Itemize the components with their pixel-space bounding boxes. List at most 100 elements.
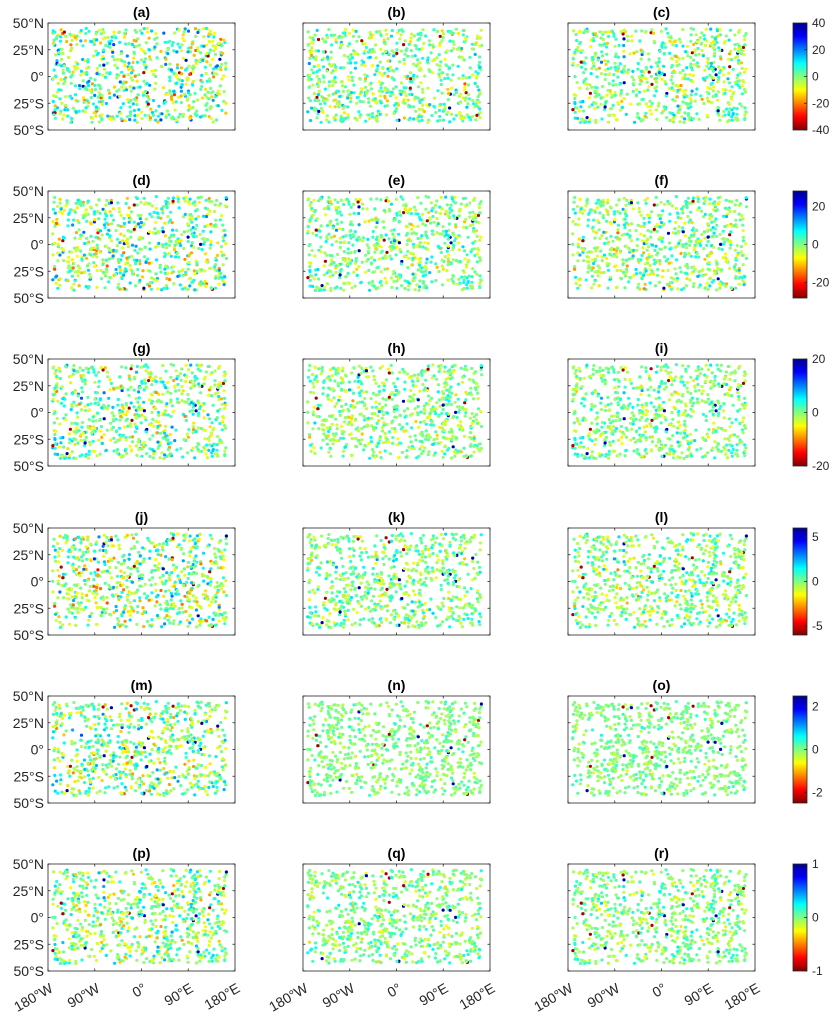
data-point — [194, 58, 198, 63]
data-point — [56, 81, 60, 85]
data-point — [190, 371, 194, 375]
data-point — [744, 67, 748, 71]
data-point — [310, 49, 314, 53]
data-point — [367, 100, 371, 104]
data-point — [465, 283, 469, 287]
data-point — [207, 393, 211, 397]
data-point — [439, 60, 443, 64]
data-point — [84, 454, 88, 458]
data-point — [87, 453, 91, 457]
data-point — [681, 44, 685, 48]
data-point — [105, 198, 109, 202]
data-point — [462, 286, 466, 291]
data-point — [402, 43, 406, 47]
data-point — [177, 255, 181, 259]
data-point — [221, 235, 225, 239]
data-point — [321, 50, 326, 54]
data-point — [451, 199, 455, 203]
data-point — [656, 64, 660, 68]
data-point — [364, 45, 368, 50]
data-point — [664, 259, 669, 263]
data-point — [180, 233, 184, 237]
data-point — [223, 396, 227, 400]
data-point — [660, 275, 665, 279]
data-point — [408, 104, 412, 109]
data-point — [209, 372, 213, 376]
data-point — [684, 50, 688, 54]
data-point — [449, 203, 453, 207]
data-point — [179, 100, 183, 105]
data-point — [369, 261, 374, 265]
data-point — [621, 258, 625, 262]
data-point — [631, 207, 636, 211]
data-point — [471, 267, 475, 271]
data-point — [331, 33, 335, 38]
data-point — [593, 32, 598, 36]
data-point — [136, 273, 140, 277]
data-point — [211, 57, 215, 61]
data-point — [603, 59, 607, 63]
data-point — [210, 95, 214, 99]
data-point — [207, 438, 211, 443]
data-point — [466, 235, 470, 239]
data-point — [311, 213, 315, 217]
data-point — [720, 67, 725, 71]
data-point — [313, 254, 317, 258]
data-point — [150, 215, 154, 219]
data-point — [188, 50, 192, 54]
data-point — [166, 380, 170, 384]
data-point — [622, 28, 626, 32]
data-point — [379, 47, 383, 52]
data-point — [743, 117, 747, 121]
data-point — [361, 236, 366, 240]
data-point — [128, 281, 132, 285]
data-point — [614, 235, 618, 239]
data-point — [438, 75, 442, 79]
data-point — [174, 428, 178, 432]
data-point — [590, 274, 595, 278]
data-point — [161, 226, 165, 230]
data-point — [105, 264, 109, 268]
data-point — [334, 38, 338, 42]
data-point — [147, 97, 151, 101]
data-point — [345, 197, 349, 201]
data-point — [369, 81, 373, 85]
data-point — [407, 256, 411, 260]
data-point — [410, 80, 414, 84]
data-point — [194, 234, 198, 238]
data-point — [615, 255, 619, 259]
data-point — [649, 112, 654, 116]
data-point — [723, 91, 727, 95]
data-point — [433, 204, 437, 208]
data-point — [71, 223, 75, 227]
data-point — [171, 196, 176, 200]
data-point — [139, 58, 144, 62]
data-point — [698, 283, 703, 287]
data-point — [705, 243, 709, 247]
data-point — [392, 241, 396, 245]
data-point — [151, 113, 155, 117]
data-point — [663, 255, 667, 259]
data-point — [143, 113, 147, 117]
data-point — [217, 383, 221, 387]
data-point — [188, 284, 192, 288]
data-point — [367, 246, 371, 250]
data-point — [112, 85, 117, 89]
data-point — [585, 201, 589, 205]
data-point — [349, 100, 353, 104]
data-point — [437, 269, 441, 274]
data-point — [142, 286, 146, 290]
data-point — [101, 27, 105, 32]
data-point — [670, 74, 674, 79]
data-point — [598, 43, 602, 47]
data-point — [94, 114, 98, 118]
data-point — [67, 456, 71, 460]
data-point — [577, 217, 581, 221]
data-point — [110, 411, 114, 415]
data-point — [129, 424, 133, 428]
data-point — [112, 93, 116, 97]
data-point — [67, 211, 71, 215]
data-point — [96, 228, 100, 232]
data-point — [683, 95, 687, 99]
data-point — [81, 431, 85, 435]
